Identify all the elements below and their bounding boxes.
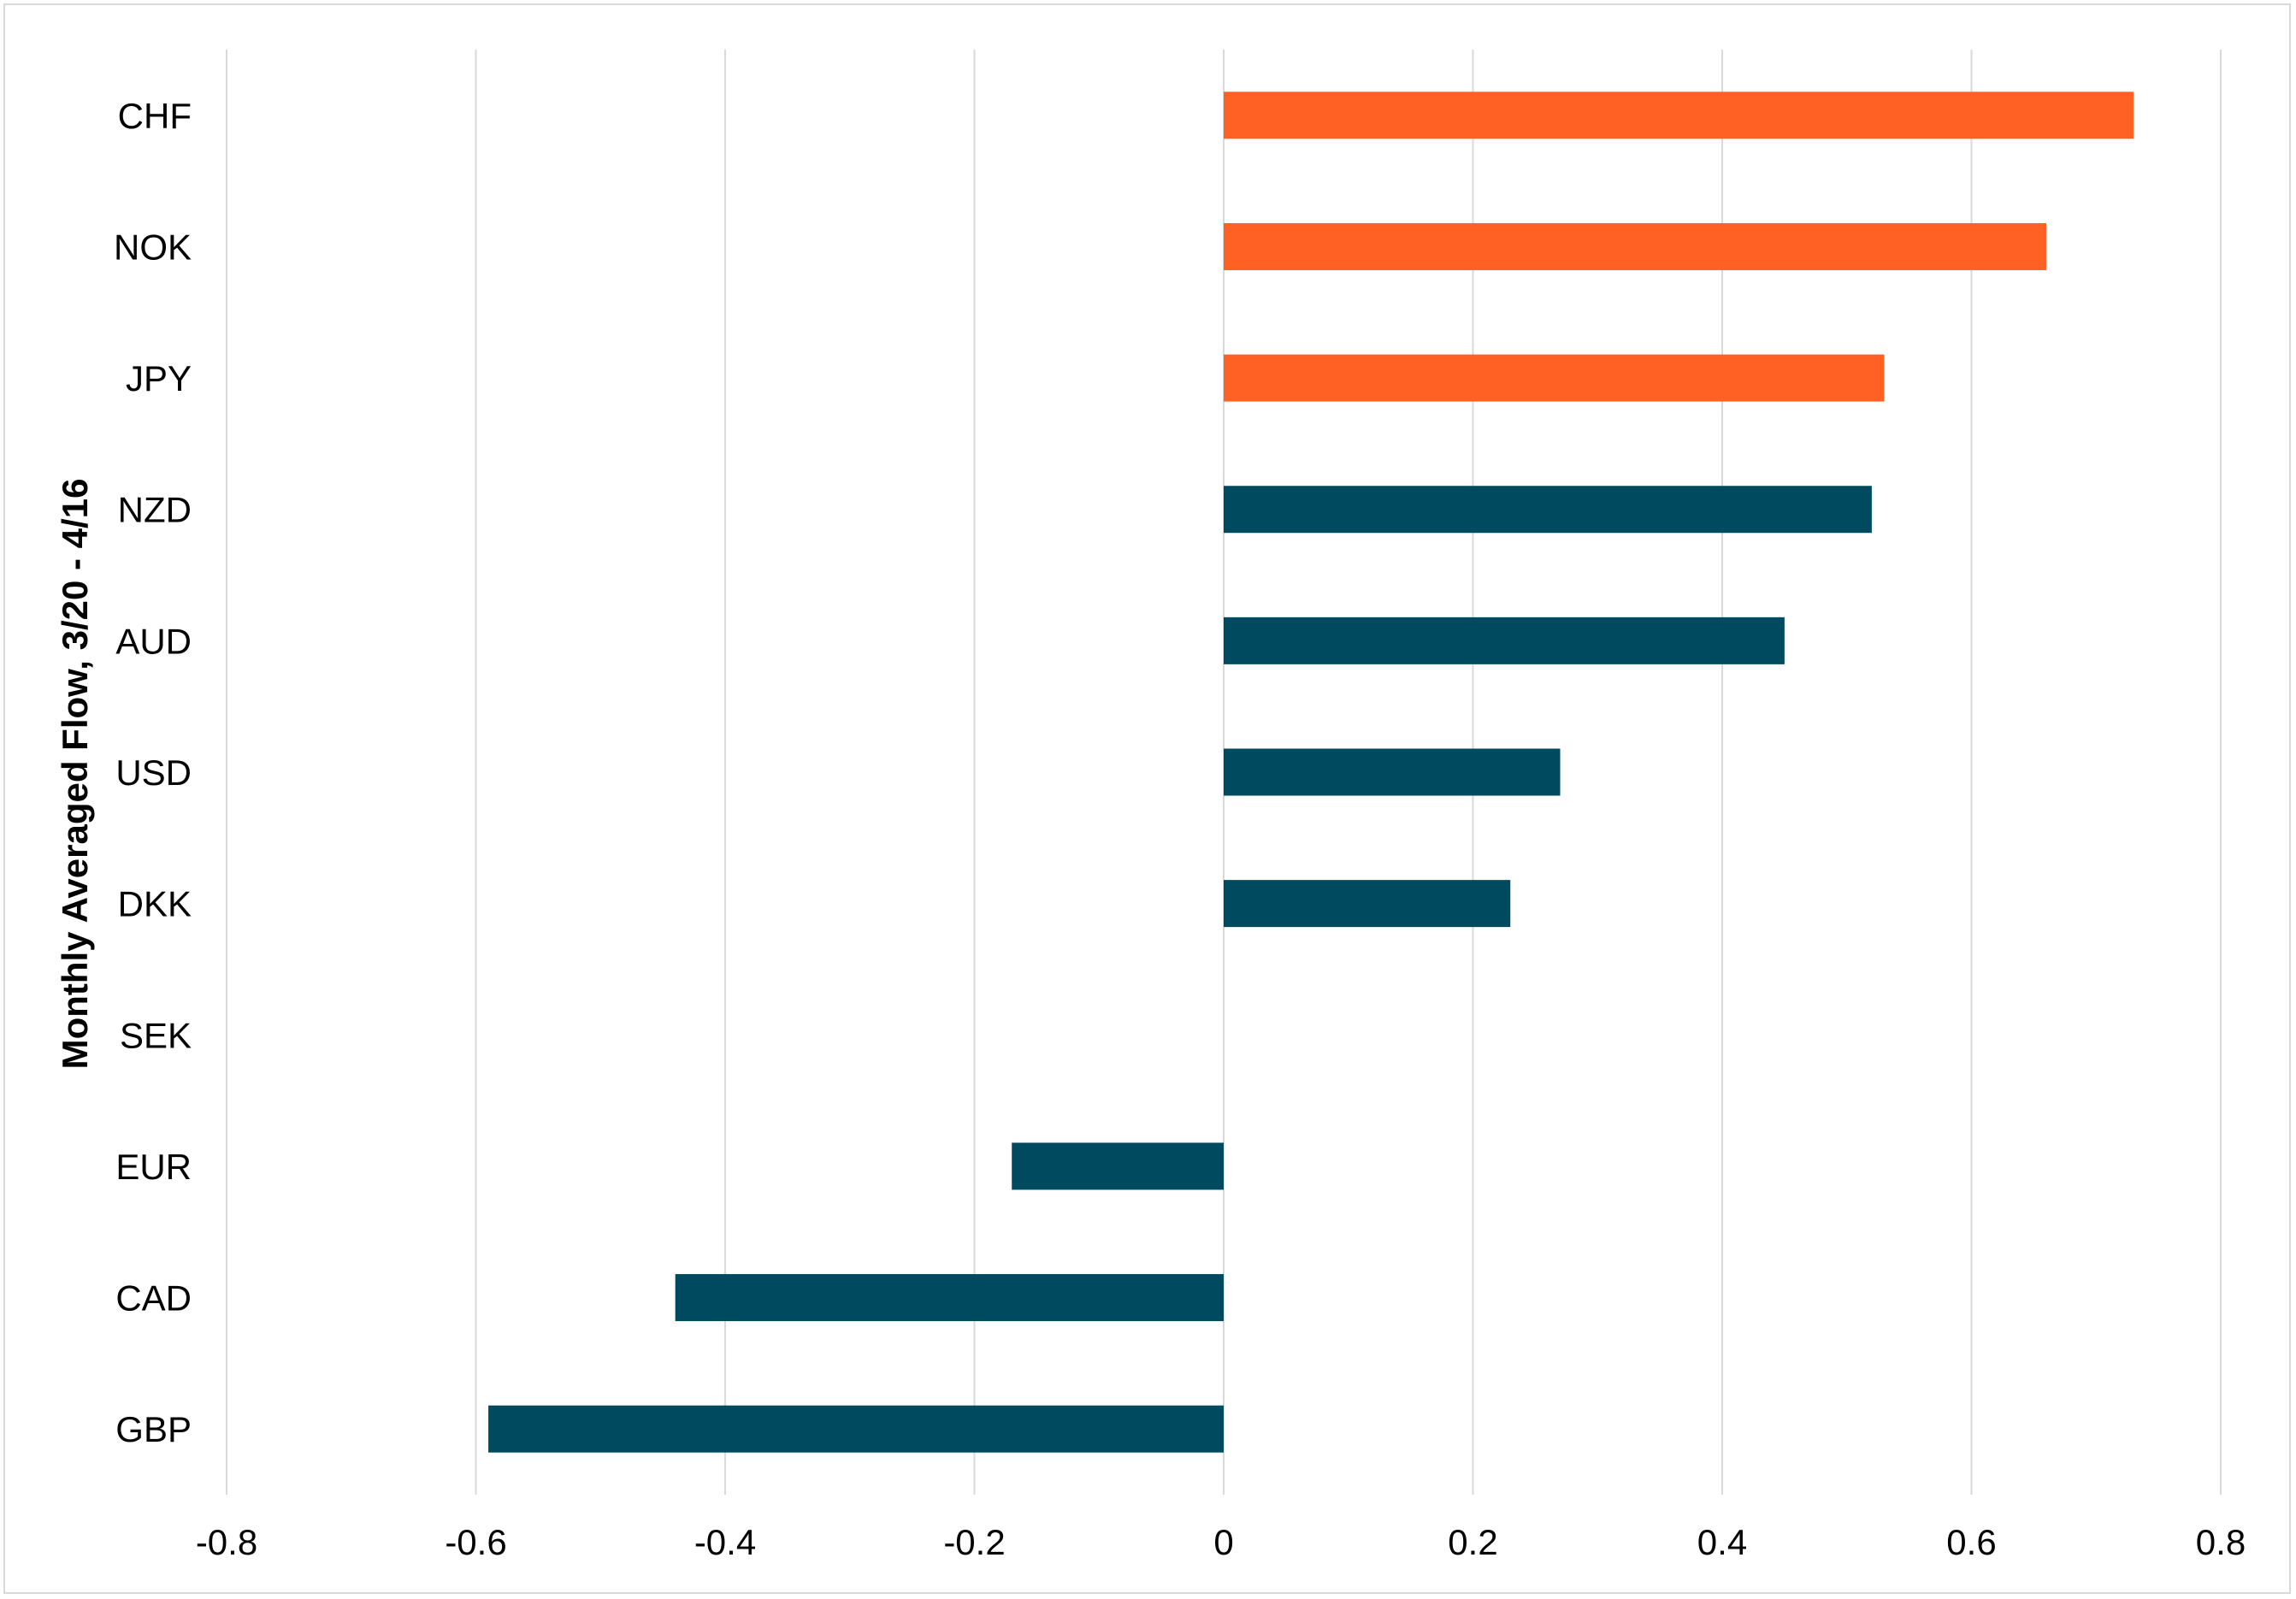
x-tick-label: -0.2 [943,1522,1005,1562]
bar-eur [1012,1142,1224,1190]
x-tick-label: 0.4 [1697,1522,1747,1562]
category-labels: CHF NOK JPY NZD AUD USD DKK SEK EUR CAD GBP [114,96,192,1449]
x-tick-label: 0.6 [1946,1522,1996,1562]
bar-nzd [1224,486,1872,534]
bar-cad [675,1274,1224,1322]
x-tick-label: -0.8 [196,1522,257,1562]
x-tick-label: 0.8 [2196,1522,2246,1562]
x-tick-label: 0.2 [1448,1522,1497,1562]
category-label-usd: USD [115,752,192,793]
category-label-nok: NOK [114,227,192,267]
x-tick-label: 0 [1213,1522,1233,1562]
category-label-jpy: JPY [126,358,192,398]
bars [488,91,2134,1453]
bar-aud [1224,617,1785,664]
bar-gbp [488,1405,1224,1453]
bar-usd [1224,748,1561,796]
category-label-chf: CHF [118,96,192,136]
bar-jpy [1224,354,1885,402]
category-label-eur: EUR [115,1147,192,1187]
category-label-gbp: GBP [115,1409,192,1449]
bar-nok [1224,222,2046,270]
category-label-nzd: NZD [118,490,192,530]
category-label-dkk: DKK [118,884,192,924]
category-label-sek: SEK [120,1015,192,1055]
y-axis-label: Monthly Averaged Flow, 3/20 - 4/16 [55,479,95,1070]
category-label-aud: AUD [115,621,192,661]
x-tick-labels: -0.8 -0.6 -0.4 -0.2 0 0.2 0.4 0.6 0.8 [196,1522,2246,1562]
x-tick-label: -0.6 [445,1522,506,1562]
x-tick-label: -0.4 [694,1522,756,1562]
bar-chf [1224,91,2134,139]
category-label-cad: CAD [115,1278,192,1319]
bar-dkk [1224,880,1511,928]
